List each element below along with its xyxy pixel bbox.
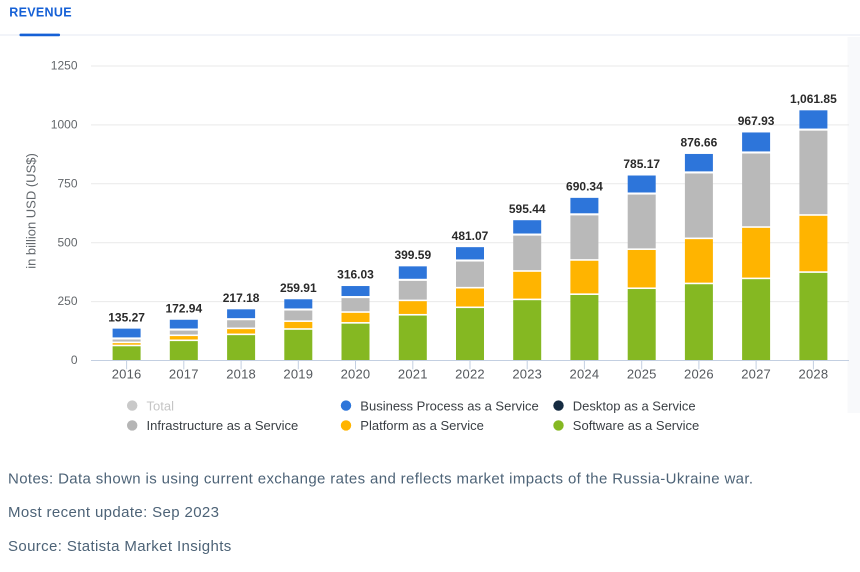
svg-text:135.27: 135.27 bbox=[108, 310, 145, 324]
svg-text:REVENUE: REVENUE bbox=[9, 6, 72, 20]
svg-text:Source: Statista Market Insigh: Source: Statista Market Insights bbox=[8, 538, 232, 555]
svg-text:2020: 2020 bbox=[341, 367, 371, 382]
svg-text:2022: 2022 bbox=[455, 367, 485, 382]
svg-text:172.94: 172.94 bbox=[165, 301, 202, 315]
svg-text:259.91: 259.91 bbox=[280, 281, 317, 295]
svg-text:1,061.85: 1,061.85 bbox=[790, 92, 837, 106]
svg-text:316.03: 316.03 bbox=[337, 268, 374, 282]
svg-text:2027: 2027 bbox=[741, 367, 771, 382]
svg-text:2021: 2021 bbox=[398, 367, 428, 382]
svg-text:Desktop as a Service: Desktop as a Service bbox=[573, 398, 696, 413]
svg-text:Infrastructure as a Service: Infrastructure as a Service bbox=[147, 418, 299, 433]
svg-text:967.93: 967.93 bbox=[738, 114, 775, 128]
svg-text:Business Process as a Service: Business Process as a Service bbox=[360, 398, 538, 413]
svg-text:481.07: 481.07 bbox=[452, 229, 489, 243]
svg-text:399.59: 399.59 bbox=[394, 248, 431, 262]
svg-text:250: 250 bbox=[57, 294, 77, 308]
svg-text:Notes: Data shown is using cur: Notes: Data shown is using current excha… bbox=[8, 470, 753, 487]
svg-text:0: 0 bbox=[71, 353, 78, 367]
svg-text:Total: Total bbox=[147, 398, 175, 413]
svg-text:Platform as a Service: Platform as a Service bbox=[360, 418, 484, 433]
svg-text:1000: 1000 bbox=[51, 118, 78, 132]
svg-text:2023: 2023 bbox=[512, 367, 542, 382]
svg-text:Most recent update: Sep 2023: Most recent update: Sep 2023 bbox=[8, 504, 219, 521]
svg-text:2028: 2028 bbox=[799, 367, 829, 382]
svg-text:2024: 2024 bbox=[570, 367, 600, 382]
svg-text:595.44: 595.44 bbox=[509, 202, 546, 216]
svg-text:750: 750 bbox=[57, 176, 77, 190]
svg-text:2026: 2026 bbox=[684, 367, 714, 382]
svg-text:785.17: 785.17 bbox=[623, 157, 660, 171]
svg-text:876.66: 876.66 bbox=[681, 136, 718, 150]
svg-text:Software as a Service: Software as a Service bbox=[573, 418, 699, 433]
svg-text:217.18: 217.18 bbox=[223, 291, 260, 305]
svg-text:690.34: 690.34 bbox=[566, 180, 603, 194]
svg-text:in billion USD (US$): in billion USD (US$) bbox=[24, 153, 39, 269]
svg-text:2018: 2018 bbox=[226, 367, 256, 382]
svg-text:500: 500 bbox=[57, 235, 77, 249]
svg-text:2019: 2019 bbox=[283, 367, 313, 382]
svg-text:2017: 2017 bbox=[169, 367, 199, 382]
svg-text:1250: 1250 bbox=[51, 59, 78, 73]
svg-text:2025: 2025 bbox=[627, 367, 657, 382]
svg-text:2016: 2016 bbox=[112, 367, 142, 382]
